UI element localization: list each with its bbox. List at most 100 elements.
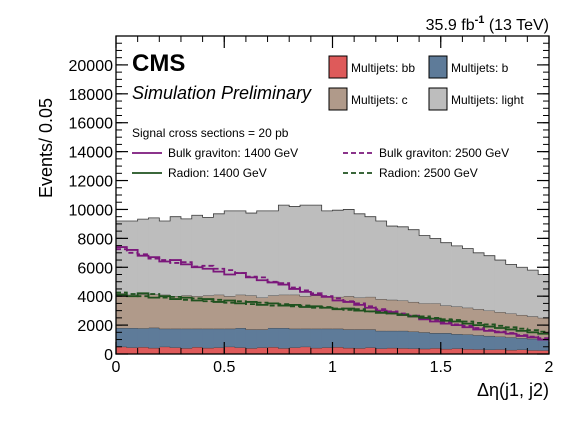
bar-multijets-light-2: [137, 219, 149, 295]
bar-multijets-light-3: [148, 217, 160, 295]
bar-multijets-bb-23: [364, 347, 377, 354]
bar-multijets-bb-18: [310, 347, 323, 354]
bar-multijets-b-12: [245, 329, 258, 349]
bar-multijets-c-11: [235, 294, 247, 328]
bar-multijets-c-4: [159, 294, 171, 329]
bar-multijets-light-12: [245, 213, 258, 296]
bar-multijets-c-35: [494, 312, 507, 337]
legend-swatch-b: [428, 55, 448, 79]
bar-multijets-b-1: [126, 327, 139, 348]
bar-multijets-b-35: [494, 336, 507, 350]
y-tick-label: 8000: [77, 231, 113, 248]
legend-swatch-light: [428, 87, 448, 111]
bar-multijets-b-13: [256, 329, 268, 348]
bar-multijets-b-15: [278, 327, 290, 349]
axis-ticks: 0 0.5 1 1.5 2 0 2000 4000 6000 8000 10000 12000 1400…: [69, 35, 554, 376]
bar-multijets-bb-5: [170, 347, 182, 354]
bar-multijets-bb-21: [343, 347, 355, 354]
bar-multijets-light-19: [321, 210, 333, 297]
bar-multijets-light-27: [408, 229, 420, 302]
bar-multijets-b-5: [170, 328, 182, 348]
bar-multijets-b-25: [386, 330, 398, 348]
bar-multijets-light-4: [159, 221, 171, 295]
bar-multijets-b-27: [408, 331, 420, 349]
bar-multijets-bb-36: [505, 349, 517, 354]
bar-multijets-bb-17: [300, 346, 312, 354]
bar-multijets-light-29: [429, 238, 442, 304]
bar-multijets-light-23: [364, 216, 377, 297]
bar-multijets-b-18: [310, 328, 323, 348]
bar-multijets-light-34: [484, 255, 496, 311]
bar-multijets-c-18: [310, 295, 323, 329]
bar-multijets-bb-29: [429, 348, 442, 354]
bar-multijets-b-4: [159, 328, 171, 347]
bar-multijets-light-22: [354, 213, 366, 298]
bar-multijets-bb-0: [116, 346, 128, 354]
bar-multijets-bb-32: [462, 349, 474, 354]
bar-multijets-c-13: [256, 297, 268, 330]
energy-label: (13 TeV): [484, 17, 549, 34]
bar-multijets-c-17: [300, 296, 312, 329]
bar-multijets-c-1: [126, 294, 139, 328]
bar-multijets-bb-26: [397, 348, 409, 354]
bar-multijets-light-30: [440, 242, 452, 306]
bar-multijets-b-32: [462, 334, 474, 350]
bar-multijets-light-32: [462, 248, 474, 308]
bar-multijets-c-38: [527, 316, 539, 339]
bar-multijets-light-10: [224, 210, 236, 297]
bar-multijets-light-31: [451, 245, 463, 307]
bar-multijets-bb-19: [321, 347, 333, 354]
y-tick-label: 14000: [69, 145, 114, 162]
bar-multijets-b-22: [354, 329, 366, 349]
bar-multijets-light-20: [332, 210, 344, 297]
legend: Multijets: bb Multijets: b Multijets: c …: [132, 55, 524, 180]
bar-multijets-b-28: [419, 332, 431, 349]
bar-multijets-light-33: [473, 252, 485, 310]
bar-multijets-c-23: [364, 296, 377, 330]
legend-label-bb: Multijets: bb: [351, 61, 415, 75]
bar-multijets-light-18: [310, 205, 323, 296]
bar-multijets-bb-37: [516, 349, 528, 354]
bar-multijets-light-21: [343, 209, 355, 297]
bar-multijets-bb-39: [538, 350, 550, 354]
luminosity-value: 35.9 fb: [426, 17, 475, 34]
legend-swatch-c: [328, 87, 348, 111]
bar-multijets-c-3: [148, 294, 160, 328]
line-radion-2500-gev: [116, 291, 549, 333]
bar-multijets-c-2: [137, 294, 149, 329]
bar-multijets-c-32: [462, 307, 474, 335]
bar-multijets-light-16: [289, 206, 301, 295]
bar-multijets-bb-7: [191, 347, 203, 354]
bar-multijets-b-14: [267, 327, 279, 348]
bar-multijets-b-24: [375, 330, 388, 349]
legend-label-c: Multijets: c: [351, 93, 408, 107]
bar-multijets-bb-3: [148, 347, 160, 354]
bar-multijets-light-38: [527, 270, 539, 317]
outline-multijets-light: [116, 204, 549, 275]
bar-multijets-b-33: [473, 335, 485, 350]
bar-multijets-b-26: [397, 330, 409, 349]
x-axis-title: Δη(j1, j2): [477, 380, 549, 400]
bar-multijets-c-6: [180, 295, 193, 329]
bar-multijets-b-8: [202, 328, 214, 348]
luminosity-exponent: -1: [475, 14, 485, 26]
bar-multijets-light-24: [375, 221, 388, 300]
x-tick-label: 1.5: [430, 359, 452, 376]
bar-multijets-c-37: [516, 314, 528, 339]
bar-multijets-bb-30: [440, 348, 452, 354]
bar-multijets-c-7: [191, 296, 203, 329]
bar-multijets-bb-34: [484, 349, 496, 354]
legend-swatch-bb: [328, 55, 348, 79]
signal-curves: [116, 246, 549, 341]
bar-multijets-light-1: [126, 221, 139, 295]
bar-multijets-b-17: [300, 328, 312, 347]
bar-multijets-light-28: [419, 235, 431, 304]
bar-multijets-b-37: [516, 338, 528, 350]
bar-multijets-b-30: [440, 333, 452, 349]
bar-multijets-b-7: [191, 328, 203, 348]
bar-multijets-bb-14: [267, 347, 279, 354]
legend-label-radion-1400: Radion: 1400 GeV: [168, 166, 267, 180]
bar-multijets-c-5: [170, 296, 182, 329]
bar-multijets-light-11: [235, 210, 247, 295]
bar-multijets-b-2: [137, 328, 149, 348]
